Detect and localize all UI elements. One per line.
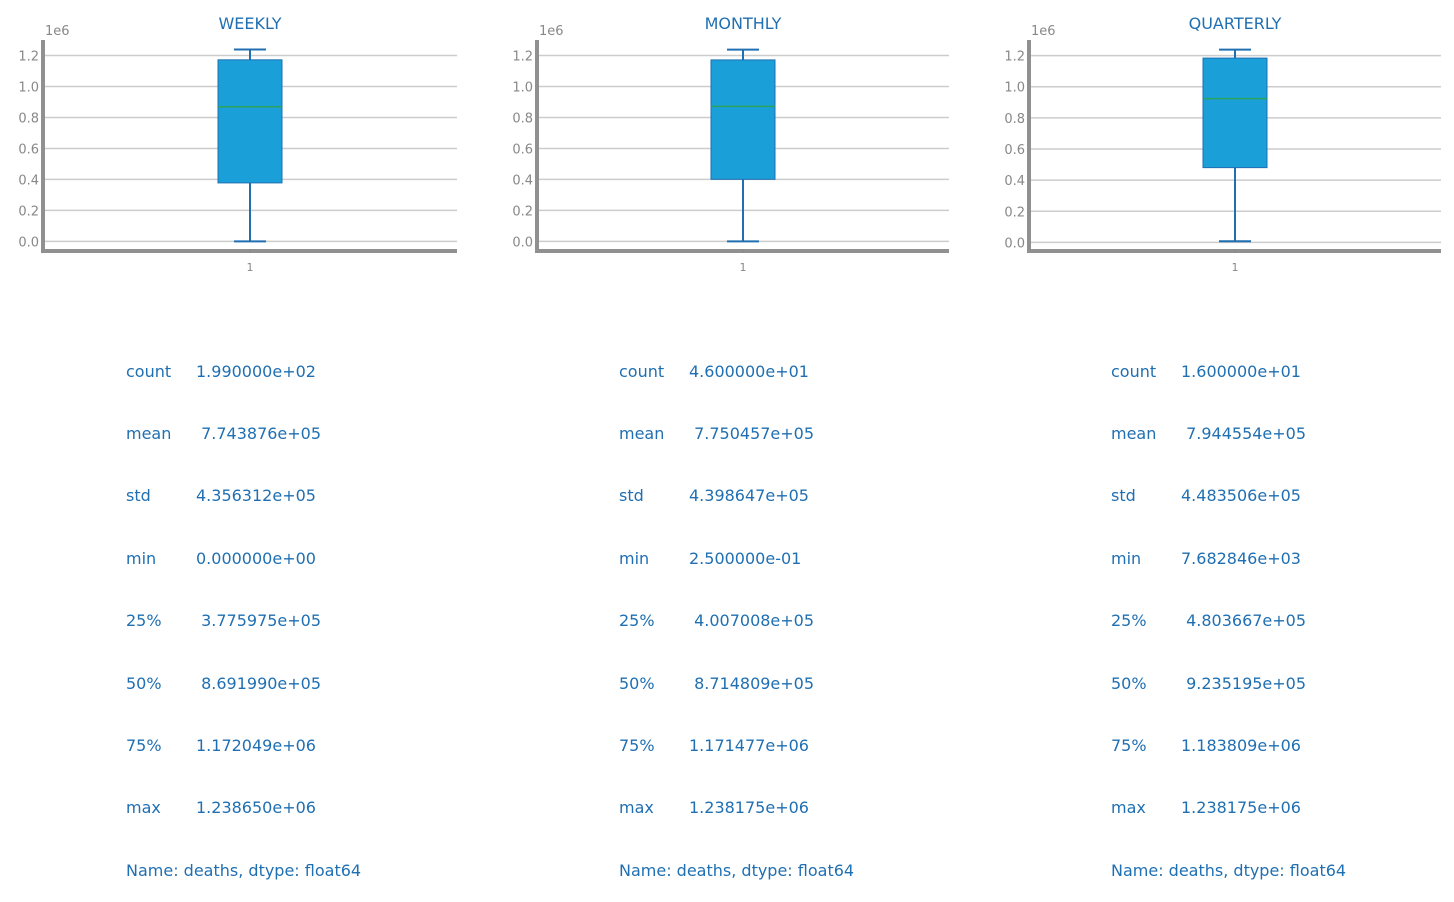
stats-row-75: 75% 1.172049e+06 [126,735,316,755]
stats-row-25: 25% 4.803667e+05 [1111,611,1307,631]
y-tick-label: 1.2 [512,49,533,64]
chart-title: MONTHLY [705,14,782,33]
iqr-box [1202,57,1268,169]
stats-row-max: max 1.238175e+06 [1111,798,1301,818]
y-tick-label: 0.8 [1004,112,1025,127]
y-tick-label: 0.6 [1004,143,1025,158]
stats-row-std: std 4.483506e+05 [1111,486,1301,506]
y-tick-label: 1.0 [1004,81,1025,96]
x-tick-label: 1 [740,261,747,274]
stats-row-max: max 1.238175e+06 [619,798,809,818]
y-tick-label: 1.2 [1004,50,1025,65]
iqr-box [217,59,283,184]
y-offset-label: 1e6 [45,24,70,39]
y-tick-label: 0.2 [512,204,533,219]
y-tick-label: 0.4 [1004,174,1025,189]
stats-row-count: count 1.990000e+02 [126,361,316,381]
iqr-box [710,59,776,180]
y-tick-label: 1.2 [18,49,39,64]
y-tick-label: 0.4 [512,173,533,188]
stats-footer: Name: deaths, dtype: float64 [619,860,855,880]
charts-canvas: WEEKLY 1e6 0.0 0.2 0.4 0.6 0.8 1.0 1.2 1 MONTHLY 1e… [18,14,1441,274]
stats-row-mean: mean 7.750457e+05 [619,423,815,443]
y-tick-label: 0.2 [18,204,39,219]
y-offset-label: 1e6 [539,24,564,39]
y-tick-label: 0.4 [18,173,39,188]
y-tick-label: 1.0 [18,80,39,95]
stats-row-std: std 4.356312e+05 [126,486,316,506]
stats-row-75: 75% 1.171477e+06 [619,735,809,755]
stats-footer: Name: deaths, dtype: float64 [1111,860,1347,880]
chart-title: QUARTERLY [1189,14,1282,33]
stats-row-mean: mean 7.743876e+05 [126,423,322,443]
stats-footer: Name: deaths, dtype: float64 [126,860,362,880]
monthly-describe-output: count 4.600000e+01 mean 7.750457e+05 std 4… [619,320,854,902]
stats-row-std: std 4.398647e+05 [619,486,809,506]
stats-row-25: 25% 3.775975e+05 [126,611,322,631]
stats-row-min: min 2.500000e-01 [619,548,802,568]
stats-row-max: max 1.238650e+06 [126,798,316,818]
stats-row-25: 25% 4.007008e+05 [619,611,815,631]
stats-row-50: 50% 9.235195e+05 [1111,673,1307,693]
chart-title: WEEKLY [218,14,281,33]
stats-row-min: min 7.682846e+03 [1111,548,1301,568]
stats-row-count: count 1.600000e+01 [1111,361,1301,381]
x-tick-label: 1 [247,261,254,274]
stats-row-75: 75% 1.183809e+06 [1111,735,1301,755]
y-tick-label: 0.6 [512,142,533,157]
stats-row-count: count 4.600000e+01 [619,361,809,381]
y-tick-label: 0.8 [512,111,533,126]
stats-row-50: 50% 8.714809e+05 [619,673,815,693]
y-tick-label: 0.6 [18,142,39,157]
y-tick-label: 1.0 [512,80,533,95]
stats-row-mean: mean 7.944554e+05 [1111,423,1307,443]
stats-row-min: min 0.000000e+00 [126,548,316,568]
y-tick-label: 0.0 [18,235,39,250]
stats-row-50: 50% 8.691990e+05 [126,673,322,693]
y-tick-label: 0.2 [1004,205,1025,220]
y-tick-label: 0.0 [1004,236,1025,251]
weekly-describe-output: count 1.990000e+02 mean 7.743876e+05 std 4… [126,320,361,902]
y-tick-label: 0.8 [18,111,39,126]
y-tick-label: 0.0 [512,235,533,250]
x-tick-label: 1 [1232,261,1239,274]
y-offset-label: 1e6 [1031,24,1056,39]
quarterly-describe-output: count 1.600000e+01 mean 7.944554e+05 std 4… [1111,320,1346,902]
